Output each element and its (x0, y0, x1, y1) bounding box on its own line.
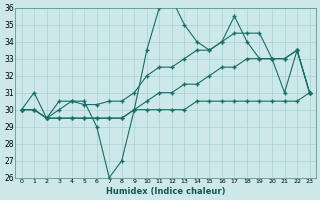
X-axis label: Humidex (Indice chaleur): Humidex (Indice chaleur) (106, 187, 225, 196)
